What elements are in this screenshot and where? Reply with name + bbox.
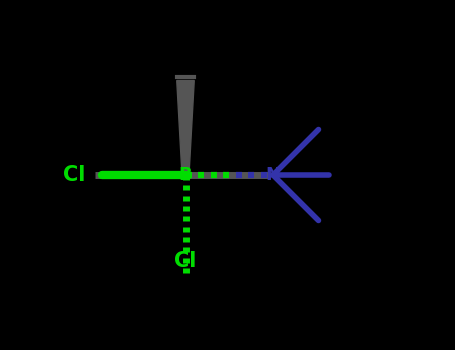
Text: B: B [179,166,192,184]
Text: Cl: Cl [63,165,86,185]
Polygon shape [177,80,194,175]
Text: N: N [266,166,280,184]
Text: Cl: Cl [174,251,197,271]
